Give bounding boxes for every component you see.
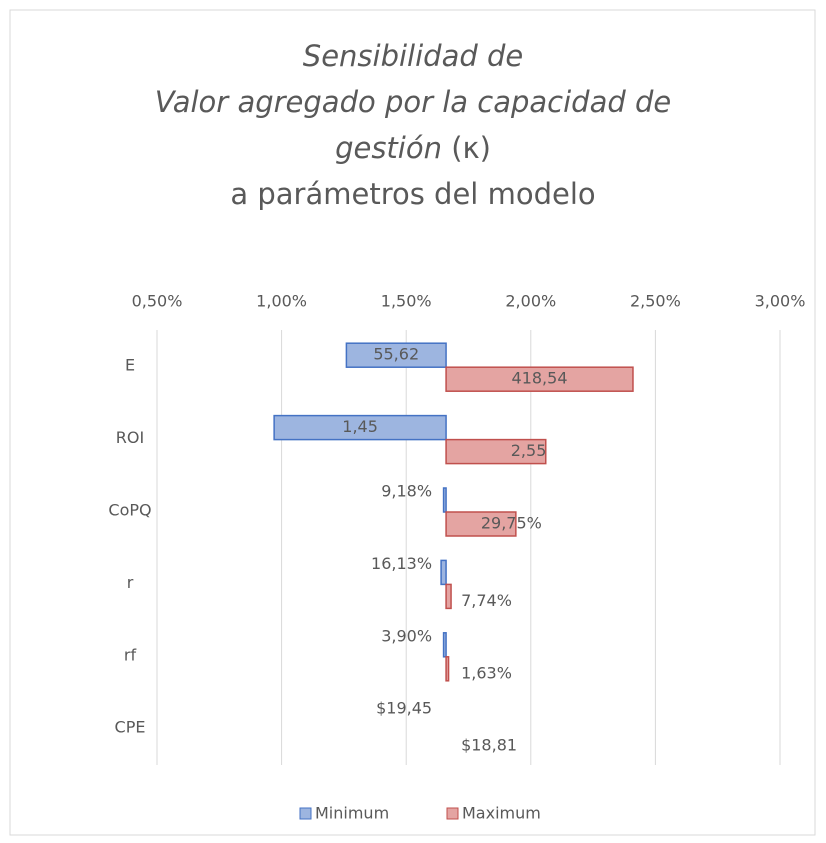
bar: [345, 342, 447, 368]
data-label: 3,90%: [381, 626, 432, 645]
bar: [445, 511, 517, 537]
y-tick-label: r: [127, 573, 134, 592]
bar: [442, 487, 447, 513]
y-tick-label: CPE: [115, 718, 146, 737]
bar: [445, 656, 450, 682]
bar: [442, 632, 447, 658]
y-tick-label: rf: [124, 645, 137, 664]
x-tick-label: 1,00%: [256, 292, 307, 311]
legend-swatch: [446, 807, 459, 820]
data-label: $19,45: [376, 699, 432, 718]
data-label: 29,75%: [481, 514, 542, 533]
bar: [440, 559, 447, 586]
data-label: 9,18%: [381, 482, 432, 501]
x-tick-label: 2,00%: [505, 292, 556, 311]
y-tick-label: CoPQ: [108, 501, 151, 520]
y-tick-label: ROI: [116, 428, 144, 447]
title-part: (κ): [451, 131, 491, 165]
legend-label: Maximum: [462, 804, 541, 823]
x-tick-label: 1,50%: [381, 292, 432, 311]
title-line: Valor agregado por la capacidad de: [155, 85, 671, 119]
data-label: 7,74%: [461, 591, 512, 610]
legend-label: Minimum: [315, 804, 389, 823]
title-line: a parámetros del modelo: [230, 177, 595, 211]
title-line: Sensibilidad de: [303, 39, 523, 73]
data-label: 2,55: [511, 441, 547, 460]
bar: [445, 438, 547, 465]
bar: [445, 366, 634, 392]
data-label: $18,81: [461, 736, 517, 755]
bar: [445, 583, 452, 610]
x-tick-label: 3,00%: [755, 292, 806, 311]
data-label: 1,63%: [461, 663, 512, 682]
title-part: gestión: [335, 131, 442, 165]
y-tick-label: E: [125, 356, 135, 375]
bar: [273, 414, 447, 441]
data-label: 16,13%: [371, 554, 432, 573]
x-tick-label: 0,50%: [132, 292, 183, 311]
data-label: 1,45: [342, 417, 378, 436]
data-label: 418,54: [512, 369, 568, 388]
data-label: 55,62: [373, 345, 419, 364]
x-tick-label: 2,50%: [630, 292, 681, 311]
legend-swatch: [299, 807, 312, 820]
title-line: gestión (κ): [335, 131, 491, 165]
